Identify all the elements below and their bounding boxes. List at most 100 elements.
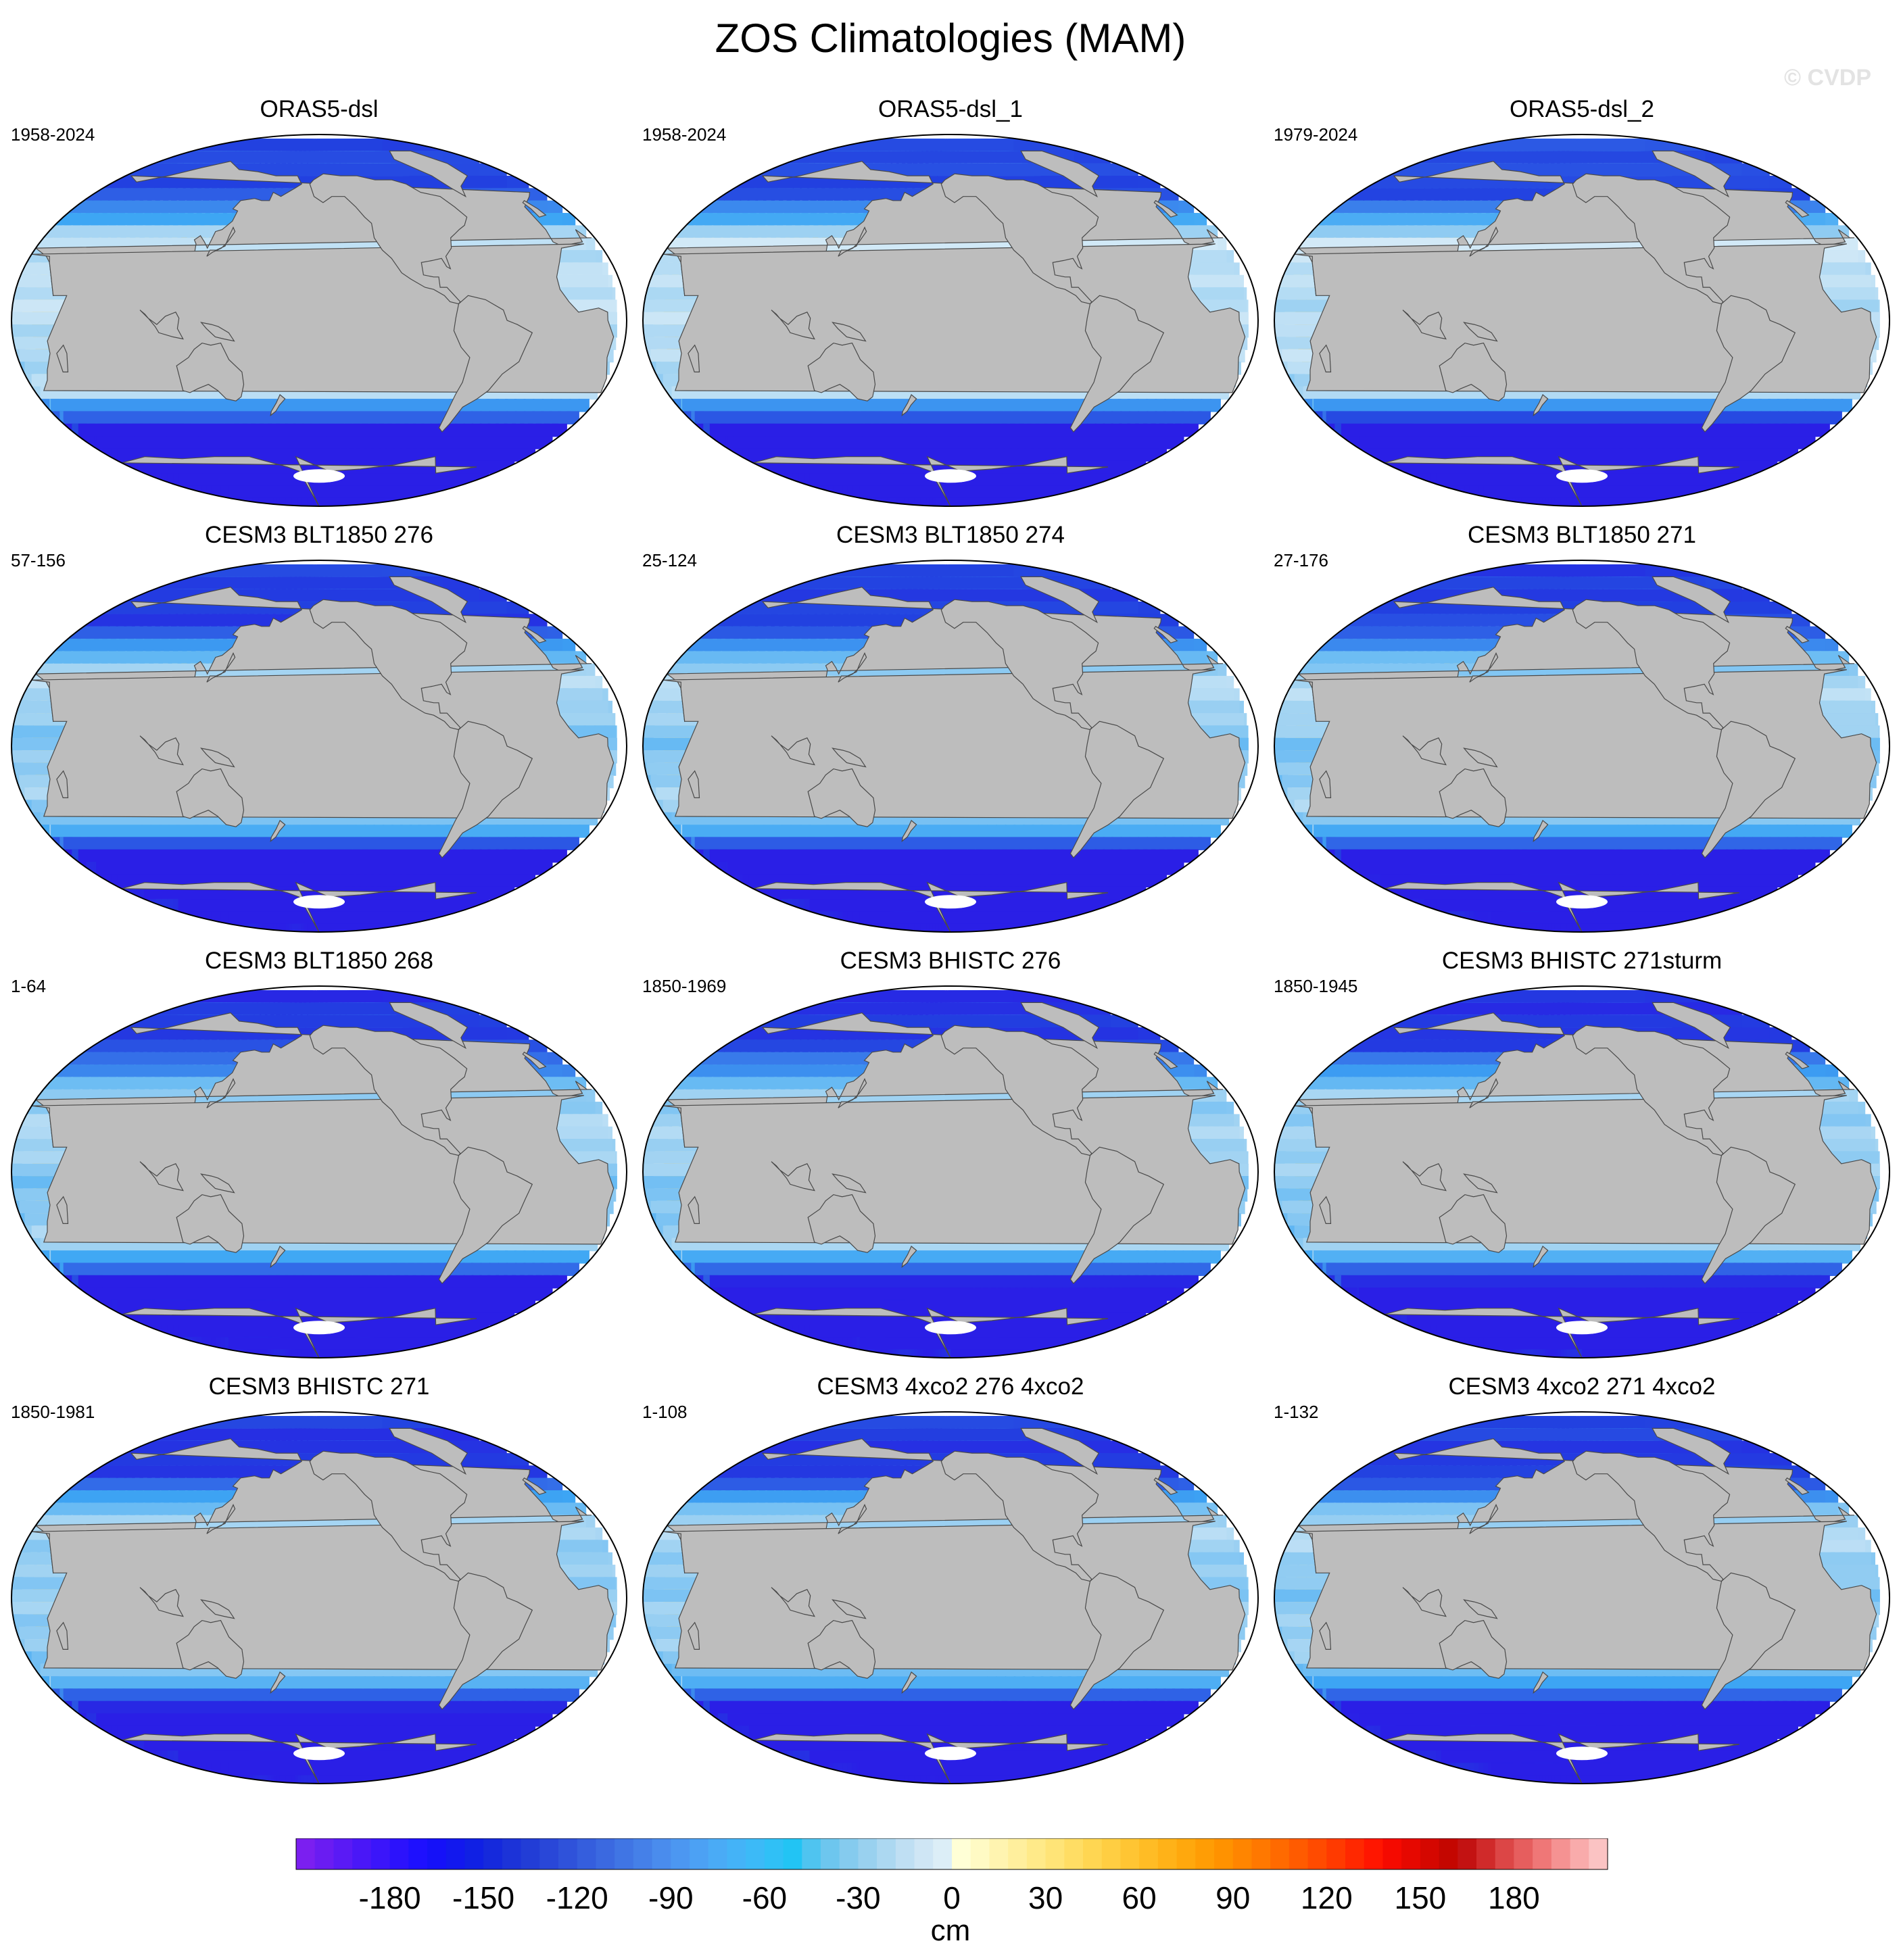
colorbar-swatch (427, 1838, 447, 1869)
colorbar-swatch (1176, 1838, 1196, 1869)
map-border (1274, 985, 1890, 1358)
land-indonesia (1402, 310, 1447, 340)
land-new-guinea (1463, 1173, 1498, 1194)
land-new-zealand (1533, 1246, 1549, 1269)
land-new-guinea (832, 1599, 867, 1619)
colorbar-swatch (970, 1838, 990, 1869)
colorbar-swatch (652, 1838, 671, 1869)
colorbar-swatch (1064, 1838, 1084, 1869)
colorbar-swatch (558, 1838, 578, 1869)
land-north-america (940, 173, 1099, 305)
colorbar-swatch (914, 1838, 934, 1869)
land-madagascar (688, 344, 700, 372)
land-greenland (389, 150, 468, 198)
panel-title: ORAS5-dsl (8, 96, 630, 123)
land-antarctica (752, 1733, 1109, 1784)
panel-title: ORAS5-dsl_2 (1271, 96, 1893, 123)
land-new-guinea (832, 322, 867, 342)
ice-shelf (293, 1746, 345, 1761)
colorbar-tick-label: 180 (1488, 1880, 1540, 1913)
panel-title: CESM3 4xco2 271 4xco2 (1271, 1373, 1893, 1400)
land-antarctica (121, 881, 477, 932)
land-antarctica (752, 881, 1109, 932)
ice-shelf (293, 1321, 345, 1335)
colorbar-swatch (539, 1838, 559, 1869)
land-new-zealand (901, 820, 917, 843)
panel-period: 57-156 (11, 550, 66, 571)
land-indonesia (139, 1587, 184, 1617)
panel-title: CESM3 BLT1850 268 (8, 948, 630, 975)
colorbar-swatch (521, 1838, 540, 1869)
colorbar-swatch (858, 1838, 877, 1869)
land-japan (1469, 1078, 1499, 1108)
world-map (1274, 985, 1890, 1358)
land-north-america (1572, 1025, 1731, 1156)
land-madagascar (56, 344, 69, 372)
colorbar-swatch (577, 1838, 597, 1869)
map-panel: ORAS5-dsl_1 1958-2024 (640, 93, 1261, 507)
land-greenland (389, 576, 468, 624)
colorbar-swatch (1026, 1838, 1046, 1869)
map-border (11, 1411, 627, 1784)
land-australia (807, 1619, 876, 1679)
colorbar-swatch (370, 1838, 391, 1869)
land-australia (1439, 768, 1508, 827)
colorbar-swatch (502, 1838, 522, 1869)
land-uk (522, 1477, 547, 1495)
ice-shelf (293, 895, 345, 909)
land-africa (1294, 669, 1877, 819)
land-new-guinea (832, 748, 867, 768)
land-indonesia (1402, 1161, 1447, 1192)
land-antarctica (1384, 456, 1740, 506)
ocean-field (643, 564, 1249, 932)
cvdp-watermark: © CVDP (1784, 65, 1871, 91)
land-south-america (438, 295, 533, 433)
land-uk (1785, 1477, 1810, 1495)
colorbar-swatch (1551, 1838, 1571, 1869)
land-madagascar (688, 1621, 700, 1650)
land-uk (522, 1052, 547, 1069)
colorbar-tick-label: -150 (452, 1880, 514, 1913)
land-new-zealand (901, 1671, 917, 1694)
land-south-america (438, 1146, 533, 1284)
land-madagascar (1319, 344, 1332, 372)
ocean-field (1274, 1416, 1880, 1784)
ocean-field (11, 990, 617, 1358)
map-panel: CESM3 BLT1850 268 1-64 (8, 945, 630, 1358)
land-new-guinea (1463, 322, 1498, 342)
land-uk (1785, 200, 1810, 218)
colorbar-swatch (989, 1838, 1009, 1869)
map-panel: ORAS5-dsl 1958-2024 (8, 93, 630, 507)
land-madagascar (688, 770, 700, 798)
ocean-field (643, 139, 1249, 506)
land-africa (31, 1095, 615, 1245)
land-africa (31, 669, 615, 819)
panel-title: CESM3 4xco2 276 4xco2 (640, 1373, 1261, 1400)
panel-title: CESM3 BLT1850 276 (8, 522, 630, 549)
colorbar-swatch (1045, 1838, 1065, 1869)
land-new-guinea (200, 748, 235, 768)
colorbar-swatch (1533, 1838, 1552, 1869)
panel-period: 1979-2024 (1274, 124, 1357, 145)
colorbar-swatch (1232, 1838, 1253, 1869)
land-africa (31, 243, 615, 393)
map-border (11, 134, 627, 507)
colorbar-swatch (1307, 1838, 1327, 1869)
colorbar-tick-label: -90 (648, 1880, 693, 1913)
land-uk (1785, 1052, 1810, 1069)
land-south-america (1069, 295, 1165, 433)
land-north-america (940, 599, 1099, 731)
world-map (642, 985, 1259, 1358)
land-japan (206, 652, 236, 683)
map-panel: CESM3 BHISTC 276 1850-1969 (640, 945, 1261, 1358)
colorbar-units: cm (0, 1914, 1901, 1948)
colorbar-swatch (1364, 1838, 1384, 1869)
land-africa (663, 1095, 1246, 1245)
map-panel: CESM3 BLT1850 271 27-176 (1271, 519, 1893, 933)
colorbar-swatch (314, 1838, 335, 1869)
ice-shelf (1556, 1746, 1608, 1761)
land-north-america (309, 1450, 468, 1582)
land-indonesia (139, 310, 184, 340)
land-south-america (438, 1572, 533, 1710)
colorbar-swatch (1326, 1838, 1346, 1869)
